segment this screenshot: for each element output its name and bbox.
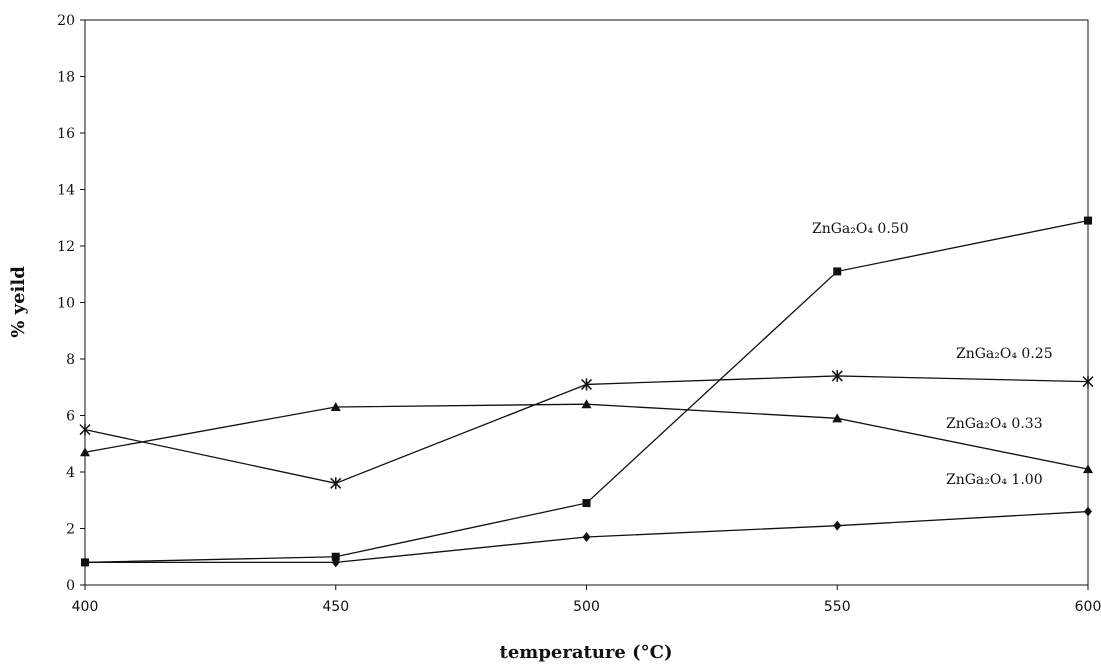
series-line: [84, 219, 1089, 564]
data-point: [831, 369, 843, 382]
series-line: [84, 375, 1089, 484]
y-tick-label: 14: [57, 183, 75, 199]
data-point: [331, 557, 340, 568]
x-tick-label: 550: [824, 599, 851, 615]
data-point: [581, 399, 592, 409]
series-label: ZnGa₂O₄ 0.33: [946, 416, 1043, 432]
data-point: [331, 552, 340, 561]
y-tick-label: 2: [66, 522, 75, 538]
y-axis-title: % yeild: [8, 266, 29, 338]
y-tick-label: 18: [57, 70, 75, 86]
series-lines: [84, 219, 1089, 564]
series-markers: [79, 216, 1094, 568]
x-tick-label: 400: [72, 599, 99, 615]
x-tick-label: 450: [322, 599, 349, 615]
data-point: [833, 520, 842, 531]
data-point: [330, 402, 341, 412]
y-axis-ticks: 0 2 4 6 8 10 12 14 16 18 20: [57, 13, 85, 594]
data-point: [80, 447, 90, 457]
y-tick-label: 16: [57, 126, 75, 142]
data-point: [833, 267, 842, 276]
series-line: [84, 403, 1089, 470]
y-tick-label: 4: [66, 465, 75, 481]
y-tick-label: 8: [66, 352, 75, 368]
y-tick-label: 20: [57, 13, 75, 29]
series-label: ZnGa₂O₄ 1.00: [946, 472, 1043, 488]
x-axis-ticks: 400 450 500 550 600: [72, 585, 1101, 615]
series-label: ZnGa₂O₄ 0.50: [812, 221, 909, 237]
series-label: ZnGa₂O₄ 0.25: [956, 346, 1053, 362]
data-point: [582, 499, 591, 508]
data-point: [1084, 506, 1092, 517]
y-tick-label: 10: [57, 296, 75, 312]
data-point: [81, 557, 89, 568]
data-point: [79, 423, 91, 436]
data-point: [832, 413, 843, 423]
data-point: [1082, 375, 1094, 388]
data-point: [580, 378, 593, 391]
y-tick-label: 12: [57, 239, 75, 255]
data-point: [582, 531, 591, 542]
x-tick-label: 600: [1075, 599, 1101, 615]
data-point: [330, 477, 342, 490]
y-tick-label: 0: [66, 578, 75, 594]
x-tick-label: 500: [573, 599, 600, 615]
series-labels: ZnGa₂O₄ 0.50 ZnGa₂O₄ 0.25 ZnGa₂O₄ 0.33 ZnGa…: [812, 221, 1053, 488]
data-point: [1084, 216, 1092, 225]
x-axis-title: temperature (°C): [500, 642, 673, 663]
y-tick-label: 6: [66, 409, 75, 425]
data-point: [1083, 464, 1093, 474]
